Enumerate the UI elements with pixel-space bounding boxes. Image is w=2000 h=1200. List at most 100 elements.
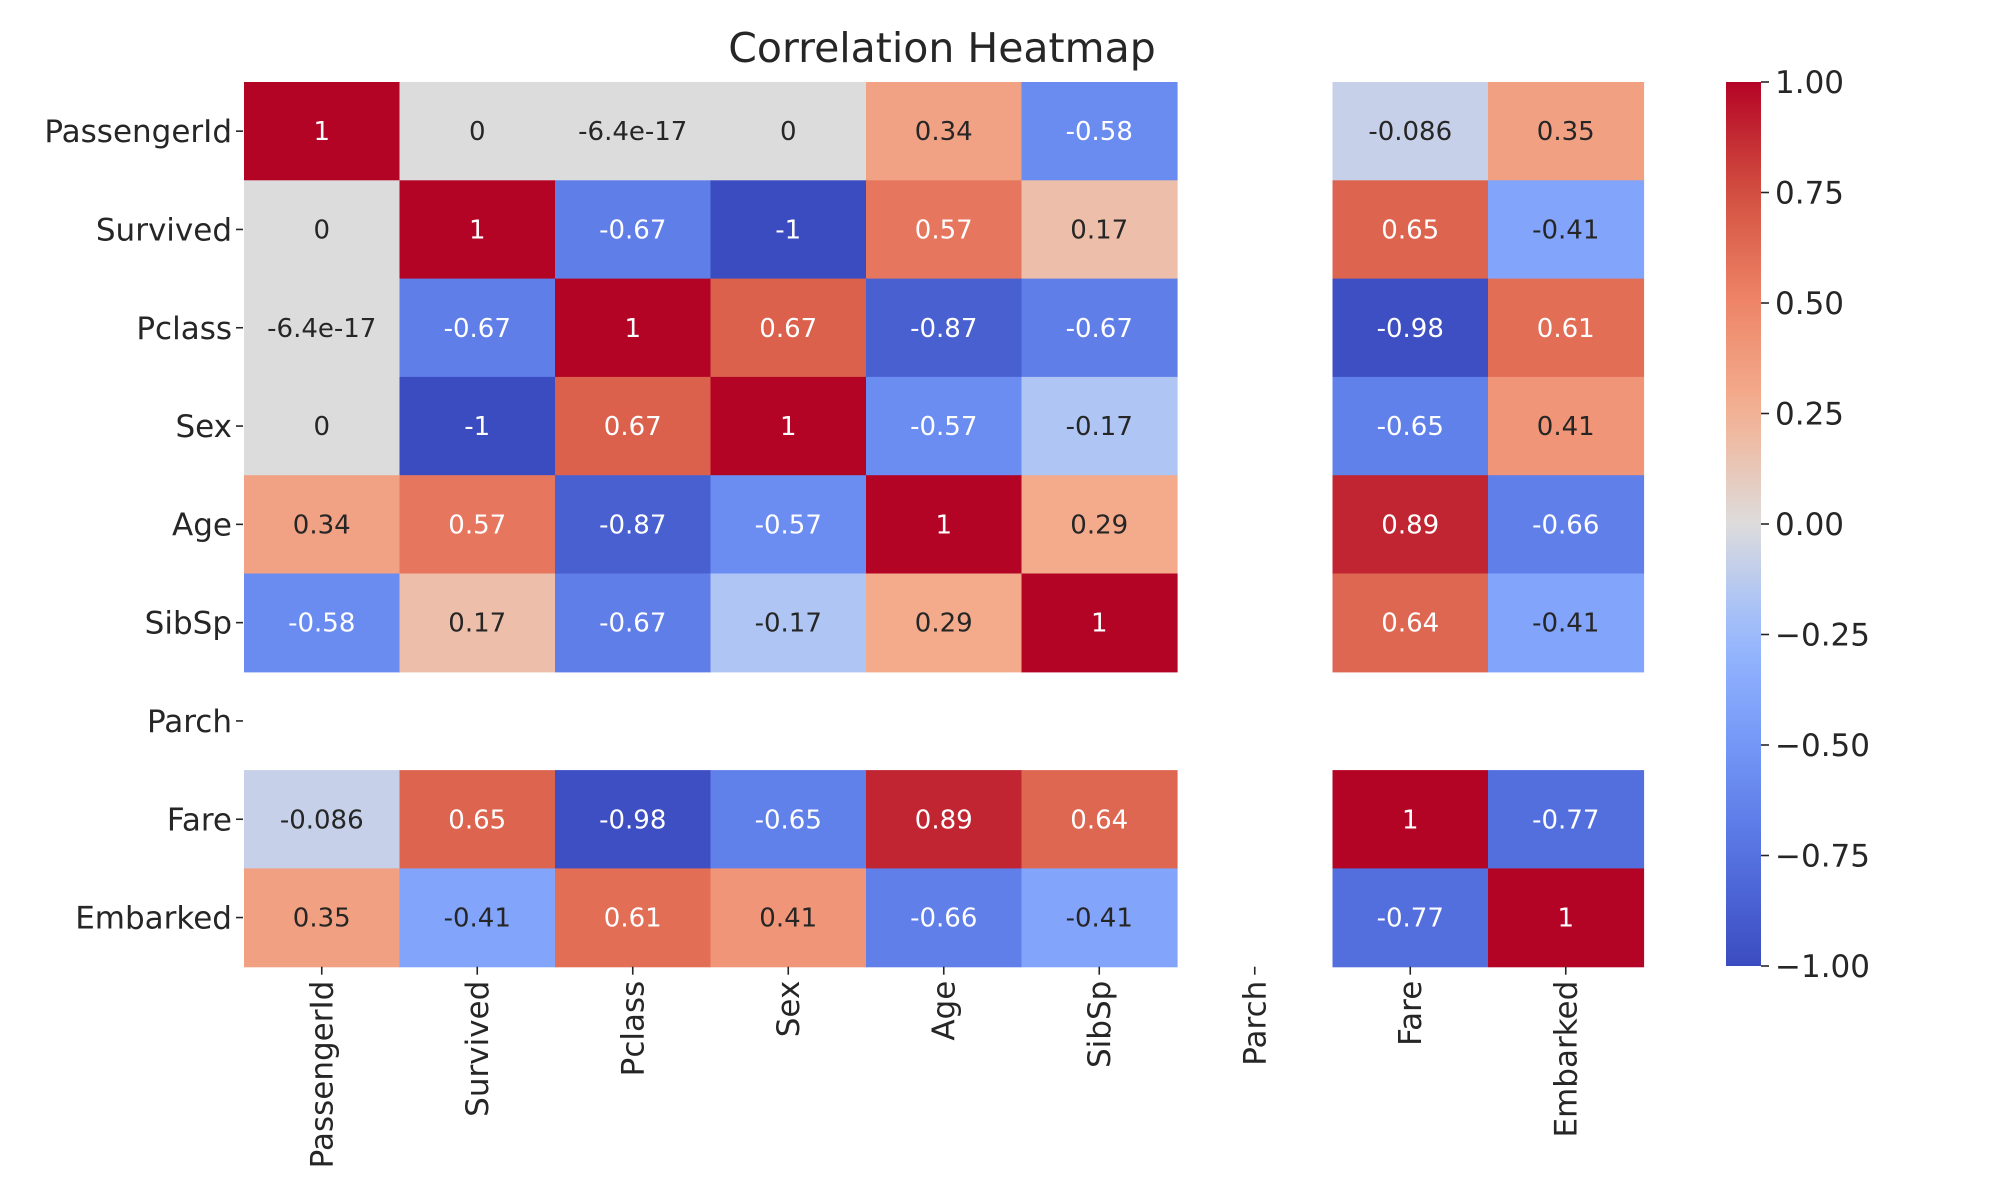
cell-value-label: 0.35 [293, 904, 351, 934]
heatmap-cell-passengerid-pclass [555, 82, 712, 181]
heatmap-cell-passengerid-sibsp [1021, 82, 1178, 181]
colorbar-gradient [1726, 82, 1761, 966]
colorbar-tick-label: 0.75 [1775, 176, 1844, 212]
heatmap-cell-survived-sibsp [1021, 180, 1178, 280]
y-tick-label-passengerid: PassengerId [44, 114, 232, 150]
heatmap-cell-pclass-sibsp [1021, 278, 1178, 378]
cell-value-label: 0.64 [1070, 805, 1128, 835]
cell-value-label: -0.67 [599, 215, 666, 245]
x-tick-label-age: Age [927, 981, 963, 1041]
y-tick-label-pclass: Pclass [136, 311, 232, 347]
cell-value-label: 0 [313, 412, 330, 442]
heatmap-cell-labels: 1 0 -6.4e-17 0 0.34 -0.58 -0.086 0.35 0 1 -0.67 -1 0… [267, 117, 1599, 933]
heatmap-cell-passengerid-sex [710, 82, 867, 181]
cell-value-label: -0.086 [1368, 117, 1452, 147]
heatmap-cell-age-age [866, 475, 1023, 575]
x-tick-label-sex: Sex [771, 981, 807, 1038]
heatmap-cell-survived-sex [710, 180, 867, 280]
y-tick-label-sibsp: SibSp [145, 606, 232, 642]
heatmap-cell-passengerid-passengerid [244, 82, 401, 181]
x-tick-label-survived: Survived [460, 981, 496, 1117]
cell-value-label: 0.65 [1381, 215, 1439, 245]
heatmap-cell-survived-passengerid [244, 180, 401, 280]
heatmap-cell-passengerid-embarked [1488, 82, 1645, 181]
heatmap-cell-sibsp-fare [1332, 573, 1489, 673]
cell-value-label: 0.34 [293, 510, 351, 540]
cell-value-label: -0.67 [1066, 314, 1133, 344]
heatmap-cell-sex-pclass [555, 376, 712, 476]
heatmap-cell-survived-survived [399, 180, 556, 280]
cell-value-label: -0.086 [280, 805, 364, 835]
heatmap-cell-sex-passengerid [244, 376, 401, 476]
heatmap-cell-pclass-sex [710, 278, 867, 378]
heatmap-cell-sibsp-age [866, 573, 1023, 673]
cell-value-label: 1 [935, 510, 952, 540]
cell-value-label: -0.41 [1066, 904, 1133, 934]
x-tick-label-embarked: Embarked [1549, 981, 1585, 1138]
heatmap-cell-embarked-sex [710, 868, 867, 968]
cell-value-label: 1 [1557, 904, 1574, 934]
heatmap-cell-fare-pclass [555, 770, 712, 869]
cell-value-label: -0.58 [1066, 117, 1133, 147]
cell-value-label: 0.61 [1537, 314, 1595, 344]
cell-value-label: 0.17 [1070, 215, 1128, 245]
heatmap-cell-sibsp-embarked [1488, 573, 1645, 673]
cell-value-label: 0 [313, 215, 330, 245]
cell-value-label: -0.77 [1377, 904, 1444, 934]
cell-value-label: -1 [464, 412, 490, 442]
cell-value-label: 1 [1402, 805, 1419, 835]
cell-value-label: 0.29 [915, 609, 973, 639]
x-tick-label-sibsp: SibSp [1082, 981, 1118, 1068]
colorbar: 1.00 0.75 0.50 0.25 0.00 −0.25 −0.50 −0.75 −1.00 [1726, 65, 1870, 985]
cell-value-label: 0.41 [1537, 412, 1595, 442]
heatmap-cell-pclass-passengerid [244, 278, 401, 378]
heatmap-cell-pclass-pclass [555, 278, 712, 378]
cell-value-label: 0.65 [448, 805, 506, 835]
heatmap-cell-pclass-age [866, 278, 1023, 378]
heatmap-cell-age-fare [1332, 475, 1489, 575]
colorbar-tick-label: −0.75 [1775, 839, 1870, 875]
colorbar-tick-label: −0.50 [1775, 728, 1870, 764]
heatmap-cell-age-sex [710, 475, 867, 575]
heatmap-cell-embarked-age [866, 868, 1023, 968]
colorbar-tick-label: 0.00 [1775, 507, 1844, 543]
y-tick-label-age: Age [172, 507, 232, 543]
colorbar-tick-label: 0.25 [1775, 397, 1844, 433]
cell-value-label: -0.66 [1532, 510, 1599, 540]
cell-value-label: -0.57 [755, 510, 822, 540]
heatmap-cell-sex-age [866, 376, 1023, 476]
cell-value-label: 0.29 [1070, 510, 1128, 540]
cell-value-label: -0.67 [444, 314, 511, 344]
heatmap-cell-embarked-pclass [555, 868, 712, 968]
cell-value-label: -6.4e-17 [267, 314, 376, 344]
heatmap-cell-sibsp-sex [710, 573, 867, 673]
cell-value-label: 1 [1091, 609, 1108, 639]
heatmap-cell-embarked-embarked [1488, 868, 1645, 968]
heatmap-cell-sibsp-survived [399, 573, 556, 673]
heatmap-cell-passengerid-age [866, 82, 1023, 181]
colorbar-tick-label: 1.00 [1775, 65, 1844, 101]
cell-value-label: 0.67 [604, 412, 662, 442]
heatmap-cell-embarked-fare [1332, 868, 1489, 968]
cell-value-label: 0.57 [448, 510, 506, 540]
heatmap-cell-sibsp-sibsp [1021, 573, 1178, 673]
y-axis: PassengerId Survived Pclass Sex Age SibSp Parc… [44, 114, 243, 937]
chart-title: Correlation Heatmap [728, 24, 1155, 72]
heatmap-cell-age-pclass [555, 475, 712, 575]
cell-value-label: 0.41 [759, 904, 817, 934]
cell-value-label: 1 [624, 314, 641, 344]
y-tick-label-survived: Survived [96, 212, 232, 248]
cell-value-label: 0 [780, 117, 797, 147]
cell-value-label: -0.98 [599, 805, 666, 835]
cell-value-label: 0.34 [915, 117, 973, 147]
heatmap-cell-fare-survived [399, 770, 556, 869]
x-tick-label-passengerid: PassengerId [305, 981, 341, 1169]
heatmap-cell-embarked-sibsp [1021, 868, 1178, 968]
cell-value-label: -6.4e-17 [578, 117, 687, 147]
cell-value-label: 0.89 [915, 805, 973, 835]
cell-value-label: -0.57 [910, 412, 977, 442]
y-tick-label-sex: Sex [175, 409, 232, 445]
cell-value-label: 1 [780, 412, 797, 442]
heatmap-cell-passengerid-survived [399, 82, 556, 181]
colorbar-tick-label: −0.25 [1775, 618, 1870, 654]
